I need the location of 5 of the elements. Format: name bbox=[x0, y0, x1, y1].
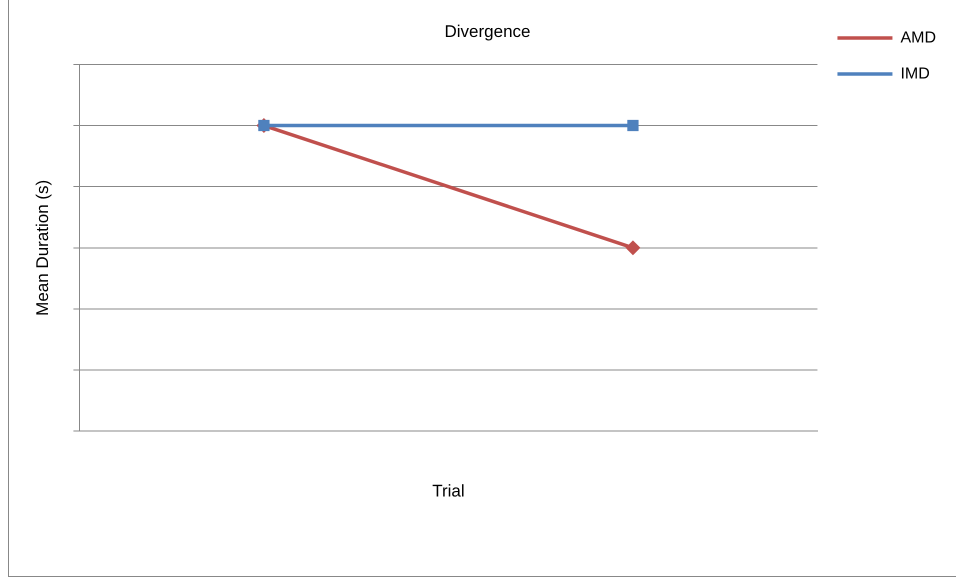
y-axis-title: Mean Duration (s) bbox=[32, 180, 52, 316]
chart-title: Divergence bbox=[444, 22, 530, 41]
x-axis-title: Trial bbox=[432, 481, 465, 500]
legend-label: IMD bbox=[900, 65, 930, 82]
legend-label: AMD bbox=[900, 29, 936, 46]
